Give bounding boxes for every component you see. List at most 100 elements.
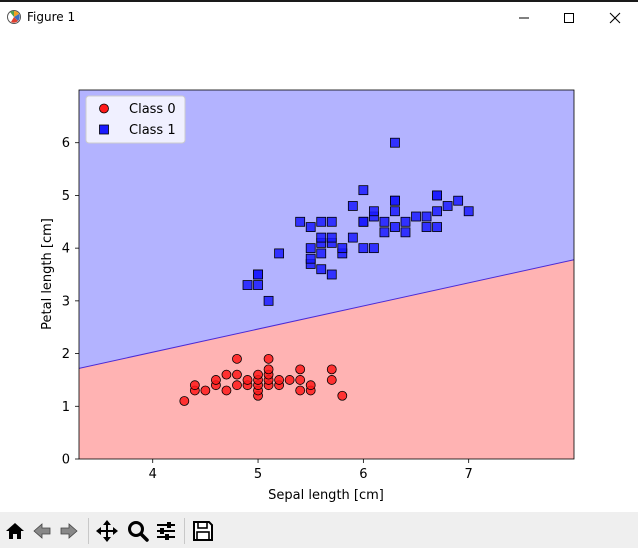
back-arrow-icon <box>33 523 51 539</box>
class-0-point <box>232 369 242 380</box>
x-tick-label: 6 <box>359 467 367 482</box>
class-1-point <box>358 243 369 254</box>
class-1-point <box>295 216 306 227</box>
class-0-point <box>326 364 337 375</box>
class-1-point <box>347 232 358 243</box>
legend: Class 0 Class 1 <box>85 95 186 144</box>
class-1-point <box>442 201 453 211</box>
class-1-point <box>368 206 379 217</box>
class-0-point <box>200 385 211 396</box>
scatter-chart[interactable]: 4 5 6 7 0 1 2 3 4 5 6 Sepal length [cm] Petal len… <box>0 32 638 512</box>
y-tick-label: 3 <box>62 294 70 309</box>
class-1-point <box>379 227 390 238</box>
class-0-point <box>274 375 285 385</box>
class-1-point <box>379 216 390 227</box>
move-icon <box>96 520 118 542</box>
class-1-point <box>390 206 400 217</box>
class-0-point <box>263 364 274 375</box>
class-1-point <box>400 227 411 238</box>
home-button[interactable] <box>2 518 28 544</box>
class-0-point <box>295 375 306 385</box>
save-button[interactable] <box>190 518 216 544</box>
class-0-point <box>189 380 200 391</box>
class-1-point <box>463 206 474 217</box>
class-1-point <box>390 137 400 148</box>
class-1-point <box>242 280 253 290</box>
y-axis-label: Petal length [cm] <box>40 218 55 330</box>
figure-canvas[interactable]: 4 5 6 7 0 1 2 3 4 5 6 Sepal length [cm] Petal len… <box>0 32 638 512</box>
class-1-point <box>368 243 379 254</box>
class-0-decision-region <box>79 259 574 459</box>
class-1-point <box>400 216 411 227</box>
class-0-point <box>295 364 306 375</box>
magnifier-icon <box>128 521 149 542</box>
class-1-point <box>316 248 327 259</box>
class-1-point <box>305 243 316 254</box>
class-1-point <box>421 222 432 232</box>
class-0-point <box>305 380 316 391</box>
class-1-point <box>316 232 327 243</box>
class-1-point <box>305 222 316 232</box>
y-tick-label: 6 <box>62 136 70 151</box>
plot-frame <box>78 89 575 460</box>
class-1-decision-region <box>79 90 574 369</box>
y-tick-label: 1 <box>62 400 70 415</box>
class-1-point <box>326 269 337 280</box>
x-tick-label: 5 <box>254 467 262 482</box>
window-top-border <box>0 0 638 2</box>
navigation-toolbar <box>0 512 638 548</box>
class-1-point <box>390 195 400 206</box>
class-0-point <box>326 375 337 385</box>
close-button[interactable] <box>593 4 637 32</box>
class-0-point <box>179 396 190 406</box>
class-1-point <box>411 211 421 222</box>
title-bar[interactable]: Figure 1 <box>0 2 638 32</box>
decision-boundary-line <box>79 259 574 369</box>
y-tick-label: 5 <box>62 189 70 204</box>
y-tick-label: 2 <box>62 347 70 362</box>
x-tick-label: 7 <box>465 467 473 482</box>
maximize-button[interactable] <box>547 4 591 32</box>
class-1-point <box>326 232 337 243</box>
legend-box <box>85 95 186 144</box>
forward-arrow-icon <box>60 523 78 539</box>
window-title: Figure 1 <box>27 10 76 24</box>
class-0-point <box>253 369 263 380</box>
pan-button[interactable] <box>94 518 120 544</box>
minimize-icon <box>519 17 529 19</box>
class-1-point <box>358 216 369 227</box>
legend-class-0-marker <box>99 103 109 114</box>
class-1-point <box>274 248 285 259</box>
class-1-point <box>358 185 369 196</box>
forward-button[interactable] <box>56 518 82 544</box>
class-1-point <box>432 190 442 201</box>
class-1-point <box>263 295 274 306</box>
maximize-icon <box>564 13 574 23</box>
toolbar-separator <box>88 518 89 544</box>
toolbar-separator <box>184 518 185 544</box>
class-1-point <box>316 264 327 275</box>
configure-subplots-button[interactable] <box>153 518 179 544</box>
close-icon <box>609 12 621 24</box>
class-0-point <box>232 380 242 391</box>
class-1-point <box>390 222 400 232</box>
class-1-point <box>253 269 263 280</box>
legend-class-1-marker <box>99 124 109 135</box>
class-1-point <box>432 222 442 232</box>
class-1-point <box>432 206 442 217</box>
y-tick-label: 0 <box>62 453 70 468</box>
zoom-button[interactable] <box>125 518 151 544</box>
class-1-point <box>337 243 348 254</box>
class-1-point <box>316 216 327 227</box>
class-0-point <box>221 385 232 396</box>
matplotlib-logo-icon <box>6 9 22 25</box>
class-0-point <box>337 390 348 401</box>
class-1-point <box>347 201 358 211</box>
class-0-point <box>295 385 306 396</box>
home-icon <box>6 523 24 539</box>
class-1-point <box>326 216 337 227</box>
class-1-point <box>453 195 464 206</box>
back-button[interactable] <box>29 518 55 544</box>
minimize-button[interactable] <box>502 4 546 32</box>
class-0-point <box>232 353 242 364</box>
